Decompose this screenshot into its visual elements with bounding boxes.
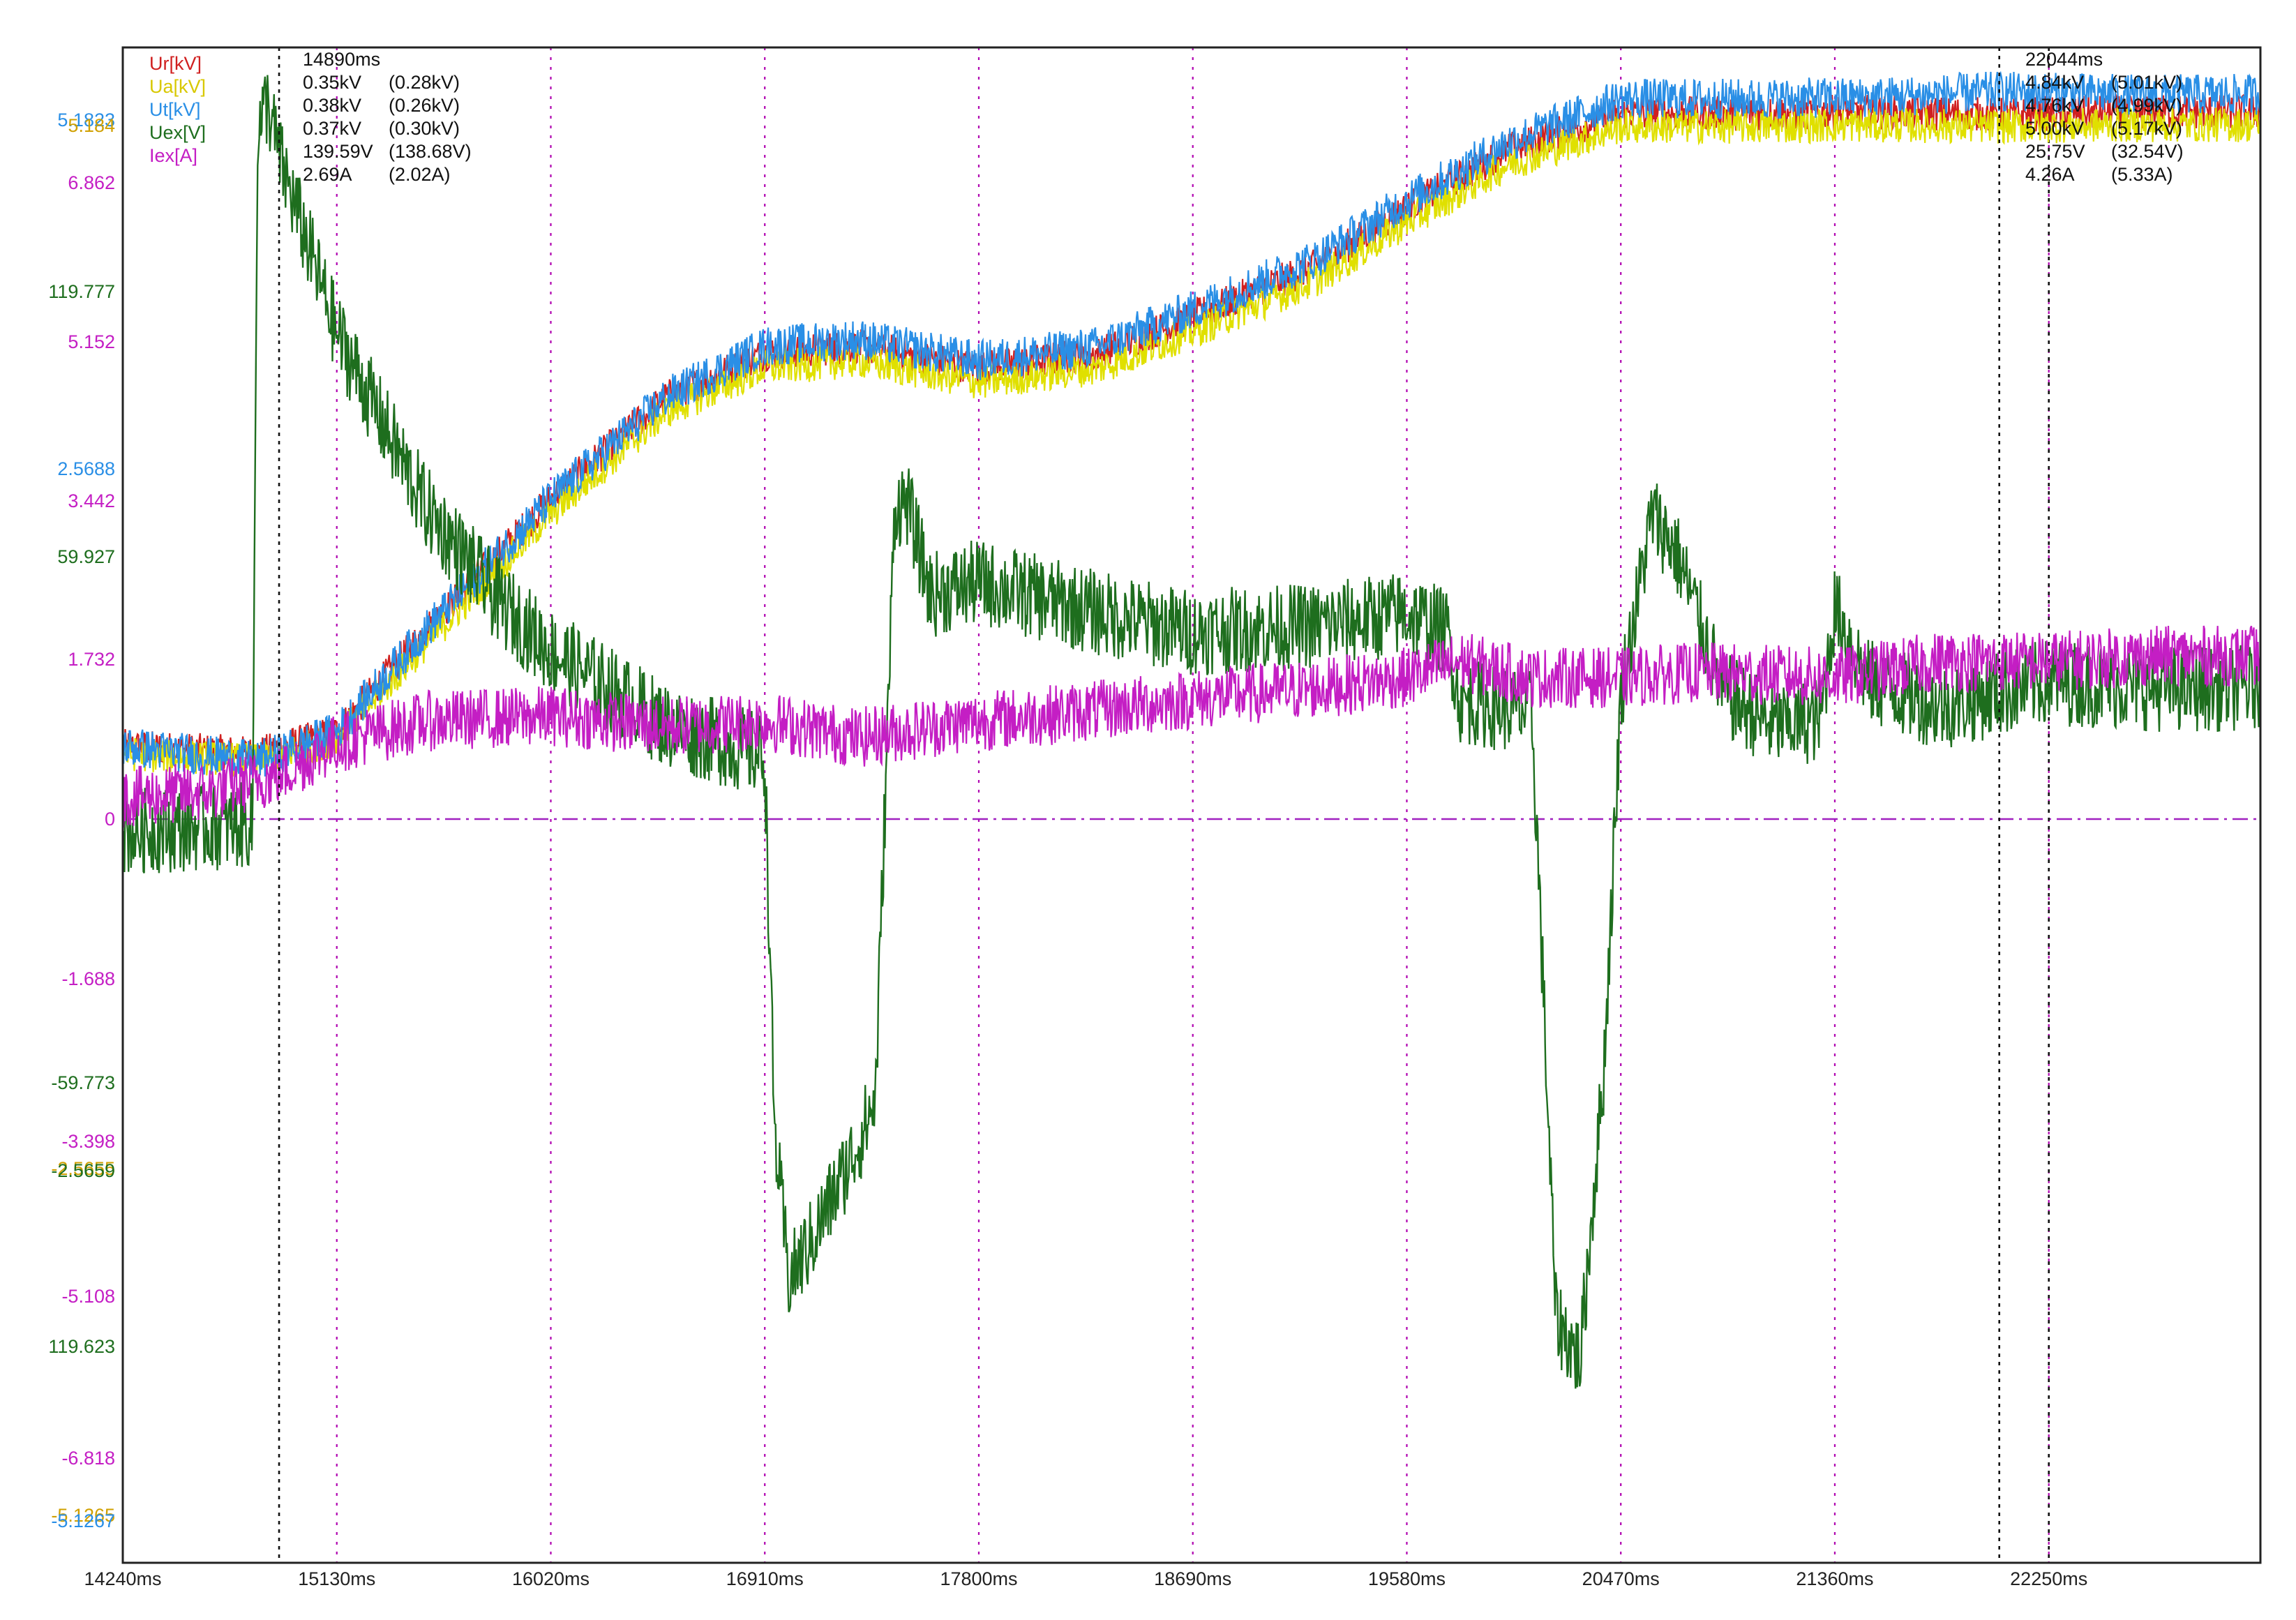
y-axis-label: -2.5659	[51, 1160, 115, 1181]
cursor-layer[interactable]	[278, 47, 2001, 1563]
cursor-value-alt: (0.28kV)	[389, 72, 460, 93]
x-tick-label: 15130ms	[298, 1568, 375, 1589]
cursor-value: 4.76kV	[2025, 95, 2084, 116]
cursor-time-label: 14890ms	[303, 49, 380, 70]
x-tick-label: 21360ms	[1796, 1568, 1873, 1589]
cursor-value-alt: (0.30kV)	[389, 118, 460, 139]
cursor-value-alt: (0.26kV)	[389, 95, 460, 116]
grid	[121, 47, 2260, 1563]
legend: Ur[kV]Ua[kV]Ut[kV]Uex[V]Iex[A]	[149, 53, 206, 166]
y-axis-label: 1.732	[68, 649, 115, 670]
cursor-value: 25.75V	[2025, 141, 2085, 162]
y-axis-label: -59.773	[51, 1072, 115, 1093]
x-tick-label: 22250ms	[2010, 1568, 2087, 1589]
cursor-value: 0.38kV	[303, 95, 361, 116]
x-tick-label: 19580ms	[1368, 1568, 1446, 1589]
cursor-value-alt: (2.02A)	[389, 164, 451, 185]
y-axis-label: -5.1267	[51, 1510, 115, 1531]
cursor-value-alt: (4.99kV)	[2111, 95, 2182, 116]
y-axis-label: 5.184	[68, 115, 115, 136]
series-line-iexa	[121, 625, 2262, 828]
cursor-value: 0.37kV	[303, 118, 361, 139]
y-axis-label: -3.398	[61, 1131, 115, 1152]
y-axis-label: -5.1265	[51, 1505, 115, 1526]
y-axis-label: 3.442	[68, 490, 115, 511]
series-line-utkv	[121, 70, 2262, 781]
y-axis-label: -1.688	[61, 968, 115, 989]
cursor-value: 4.84kV	[2025, 72, 2084, 93]
cursor-value-alt: (5.17kV)	[2111, 118, 2182, 139]
y-axis-label: 119.777	[48, 281, 115, 302]
y-axis-label: -6.818	[61, 1448, 115, 1469]
series-layer	[121, 70, 2262, 1389]
cursor-value-alt: (138.68V)	[389, 141, 472, 162]
y-axis-label: 5.152	[68, 331, 115, 352]
x-tick-label: 17800ms	[940, 1568, 1017, 1589]
legend-entry: Ut[kV]	[149, 99, 201, 120]
legend-entry: Uex[V]	[149, 122, 206, 143]
cursor-value: 2.69A	[303, 164, 352, 185]
cursor-value-alt: (5.01kV)	[2111, 72, 2182, 93]
y-axis-label: 119.623	[48, 1336, 115, 1357]
legend-entry: Ur[kV]	[149, 53, 202, 74]
legend-entry: Ua[kV]	[149, 76, 206, 97]
x-tick-label: 16910ms	[726, 1568, 804, 1589]
y-axis-label: 2.5688	[57, 458, 115, 479]
series-line-uakv	[121, 107, 2262, 777]
y-axis-label: -2.5655	[51, 1158, 115, 1179]
cursor-value: 4.26A	[2025, 164, 2075, 185]
cursor-value-alt: (5.33A)	[2111, 164, 2173, 185]
cursor-value: 5.00kV	[2025, 118, 2084, 139]
plot-frame	[121, 46, 2262, 1564]
y-axis-label: 0	[105, 809, 115, 830]
y-axis-label: -5.108	[61, 1286, 115, 1307]
cursor-time-label: 22044ms	[2025, 49, 2103, 70]
y-axis-label: 59.927	[57, 546, 115, 567]
x-axis-labels: 14240ms 15130ms 16020ms 16910ms 17800ms 18690…	[84, 1568, 2087, 1589]
y-axis-label: 5.1823	[57, 110, 115, 130]
x-tick-label: 14240ms	[84, 1568, 161, 1589]
cursor-value: 0.35kV	[303, 72, 361, 93]
cursor-value: 139.59V	[303, 141, 373, 162]
legend-entry: Iex[A]	[149, 145, 197, 166]
x-tick-label: 16020ms	[512, 1568, 590, 1589]
x-tick-label: 20470ms	[1582, 1568, 1660, 1589]
y-axis-label: 6.862	[68, 172, 115, 193]
cursor-value-alt: (32.54V)	[2111, 141, 2184, 162]
x-tick-label: 18690ms	[1154, 1568, 1231, 1589]
